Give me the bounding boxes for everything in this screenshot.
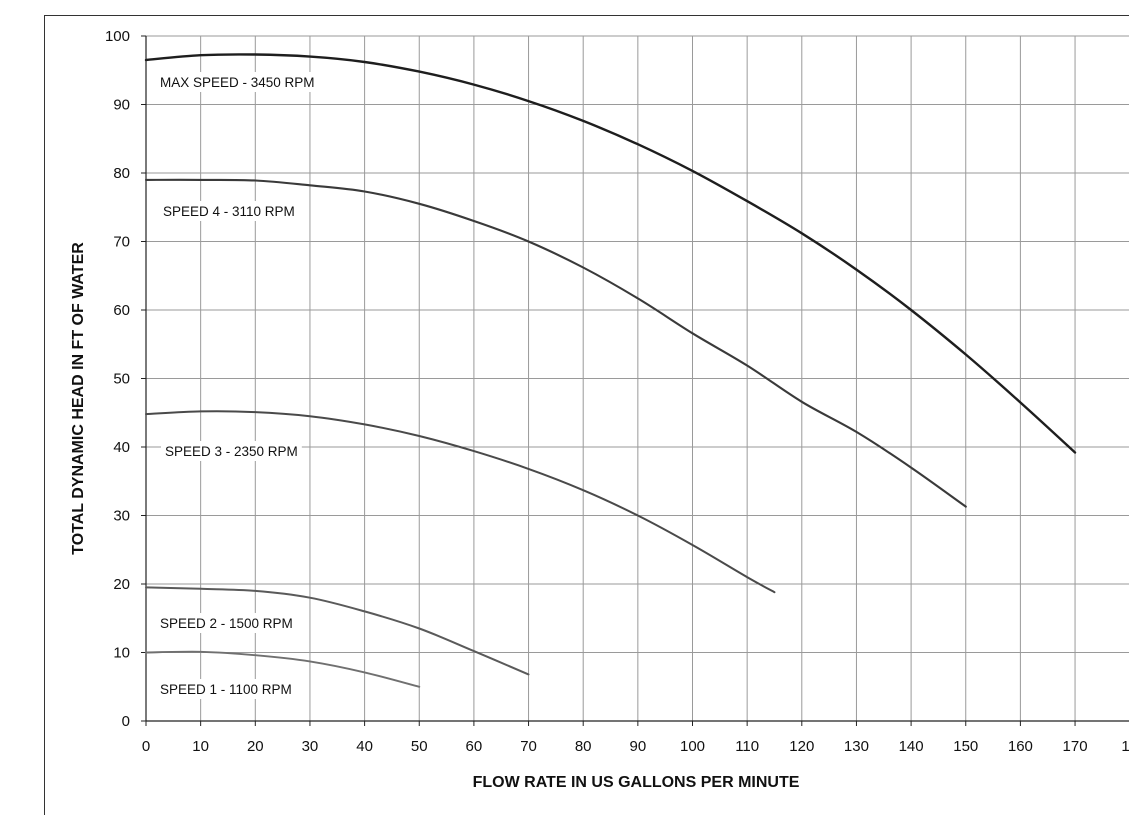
x-axis-title: FLOW RATE IN US GALLONS PER MINUTE (473, 774, 800, 791)
curve-speed-2 (145, 586, 530, 676)
curve-label: SPEED 2 - 1500 RPM (160, 616, 293, 631)
x-tick-label: 0 (142, 738, 150, 755)
x-tick-label: 10 (192, 738, 209, 755)
curve-label-bg (156, 72, 319, 92)
curve-label: SPEED 3 - 2350 RPM (165, 444, 298, 459)
curve-speed-3 (145, 410, 776, 594)
y-tick-label: 30 (113, 508, 130, 525)
x-tick-label: 90 (630, 738, 647, 755)
x-tick-label: 30 (302, 738, 319, 755)
y-tick-label: 100 (105, 28, 130, 45)
curve-max-speed (144, 53, 1077, 454)
x-tick-label: 40 (356, 738, 373, 755)
x-tick-label: 100 (680, 738, 705, 755)
y-tick-label: 90 (113, 97, 130, 114)
x-tick-label: 150 (953, 738, 978, 755)
curve-label-bg (156, 613, 297, 633)
y-tick-label: 20 (113, 576, 130, 593)
x-tick-label: 120 (789, 738, 814, 755)
x-tick-label: 110 (735, 738, 759, 755)
x-tick-label: 20 (247, 738, 264, 755)
curve-label: SPEED 4 - 3110 RPM (163, 204, 295, 219)
curve-speed-1 (145, 650, 421, 688)
y-tick-label: 10 (113, 645, 130, 662)
curve-label-bg (156, 679, 296, 699)
curve-label-bg (161, 441, 302, 461)
x-tick-label: 70 (520, 738, 537, 755)
x-tick-label: 170 (1063, 738, 1088, 755)
curve-label-bg (159, 201, 299, 221)
y-axis-title: TOTAL DYNAMIC HEAD IN FT OF WATER (70, 242, 87, 555)
x-tick-label: 60 (466, 738, 483, 755)
y-tick-label: 40 (113, 439, 130, 456)
y-tick-label: 0 (122, 713, 130, 730)
y-tick-label: 80 (113, 165, 130, 182)
x-tick-label: 18 (1121, 738, 1129, 755)
x-tick-label: 140 (899, 738, 924, 755)
y-tick-label: 70 (113, 234, 130, 251)
y-tick-label: 50 (113, 371, 130, 388)
y-tick-label: 60 (113, 302, 130, 319)
x-tick-label: 130 (844, 738, 869, 755)
x-tick-label: 50 (411, 738, 428, 755)
curve-label: MAX SPEED - 3450 RPM (160, 75, 315, 90)
x-tick-label: 160 (1008, 738, 1033, 755)
curve-label: SPEED 1 - 1100 RPM (160, 682, 292, 697)
chart-frame (44, 15, 1129, 815)
curve-speed-4 (144, 178, 967, 508)
x-tick-label: 80 (575, 738, 592, 755)
